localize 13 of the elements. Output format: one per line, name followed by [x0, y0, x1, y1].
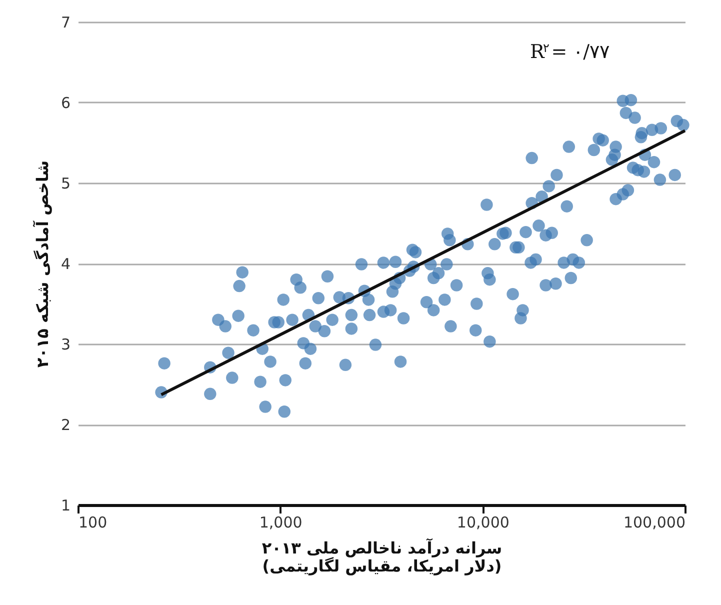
x-tick-label: 100	[78, 514, 108, 532]
x-tick-label: 100,000	[623, 514, 686, 532]
y-axis-title: شاخص آمادگی شبکه ۲۰۱۵	[32, 160, 52, 368]
y-tick-label: 4	[60, 255, 70, 273]
x-tick-label: 10,000	[456, 514, 510, 532]
y-tick-label: 3	[60, 336, 70, 354]
y-tick-label: 2	[60, 416, 70, 434]
y-tick-label: 6	[60, 94, 70, 112]
x-tick-label: 1,000	[259, 514, 302, 532]
x-axis-title: سرانه درآمد ناخالص ملی ۲۰۱۳ (دلار امریکا، مقیاس لگاریتمی)	[262, 538, 502, 576]
y-tick-label: 1	[60, 496, 70, 514]
y-tick-label: 5	[60, 174, 70, 192]
y-tick-label: 7	[60, 14, 70, 32]
